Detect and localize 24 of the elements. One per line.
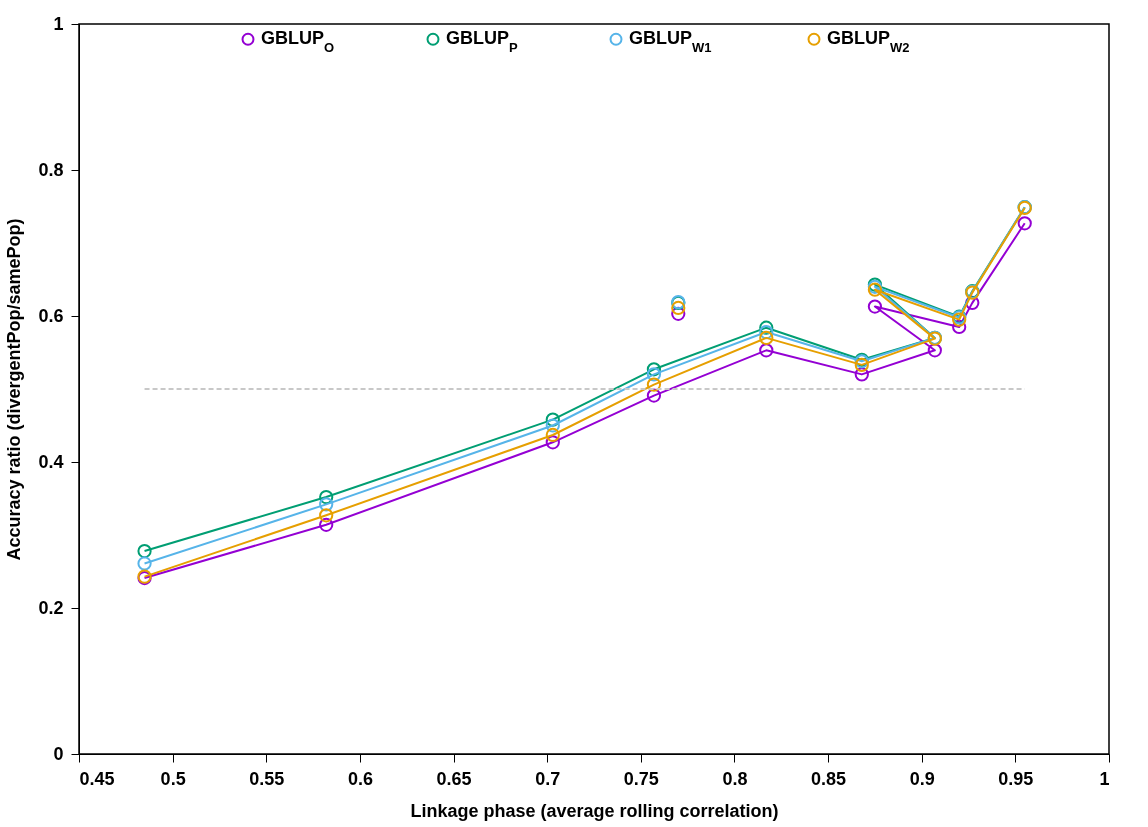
y-tick-label: 0.8: [38, 159, 64, 180]
y-tick-label: 0.4: [38, 451, 64, 472]
x-tick-label: 0.95: [998, 768, 1034, 789]
y-tick-label: 1: [53, 13, 64, 34]
legend-label: GBLUP$_{O}$: [261, 28, 335, 55]
x-tick-label: 0.75: [623, 768, 659, 789]
x-tick-label: 0.8: [722, 768, 748, 789]
y-tick-label: 0.6: [38, 305, 64, 326]
x-tick-label: 1: [1099, 768, 1110, 789]
y-tick-label: 0: [53, 743, 64, 764]
x-tick-label: 0.5: [160, 768, 186, 789]
x-tick-label: 0.9: [909, 768, 935, 789]
x-axis-title: Linkage phase (average rolling correlation): [410, 800, 779, 821]
x-tick-label: 0.55: [249, 768, 285, 789]
x-tick-label: 0.7: [535, 768, 561, 789]
x-tick-label: 0.85: [811, 768, 847, 789]
legend-label: GBLUP$_{W1}$: [629, 28, 712, 55]
x-tick-label: 0.45: [79, 768, 115, 789]
legend-label: GBLUP$_{W2}$: [827, 28, 910, 55]
y-tick-label: 0.2: [38, 597, 64, 618]
x-tick-label: 0.65: [436, 768, 472, 789]
y-axis-title: Accuracy ratio (divergentPop/samePop): [4, 218, 25, 561]
x-tick-label: 0.6: [347, 768, 373, 789]
legend-label: GBLUP$_{P}$: [446, 28, 518, 55]
